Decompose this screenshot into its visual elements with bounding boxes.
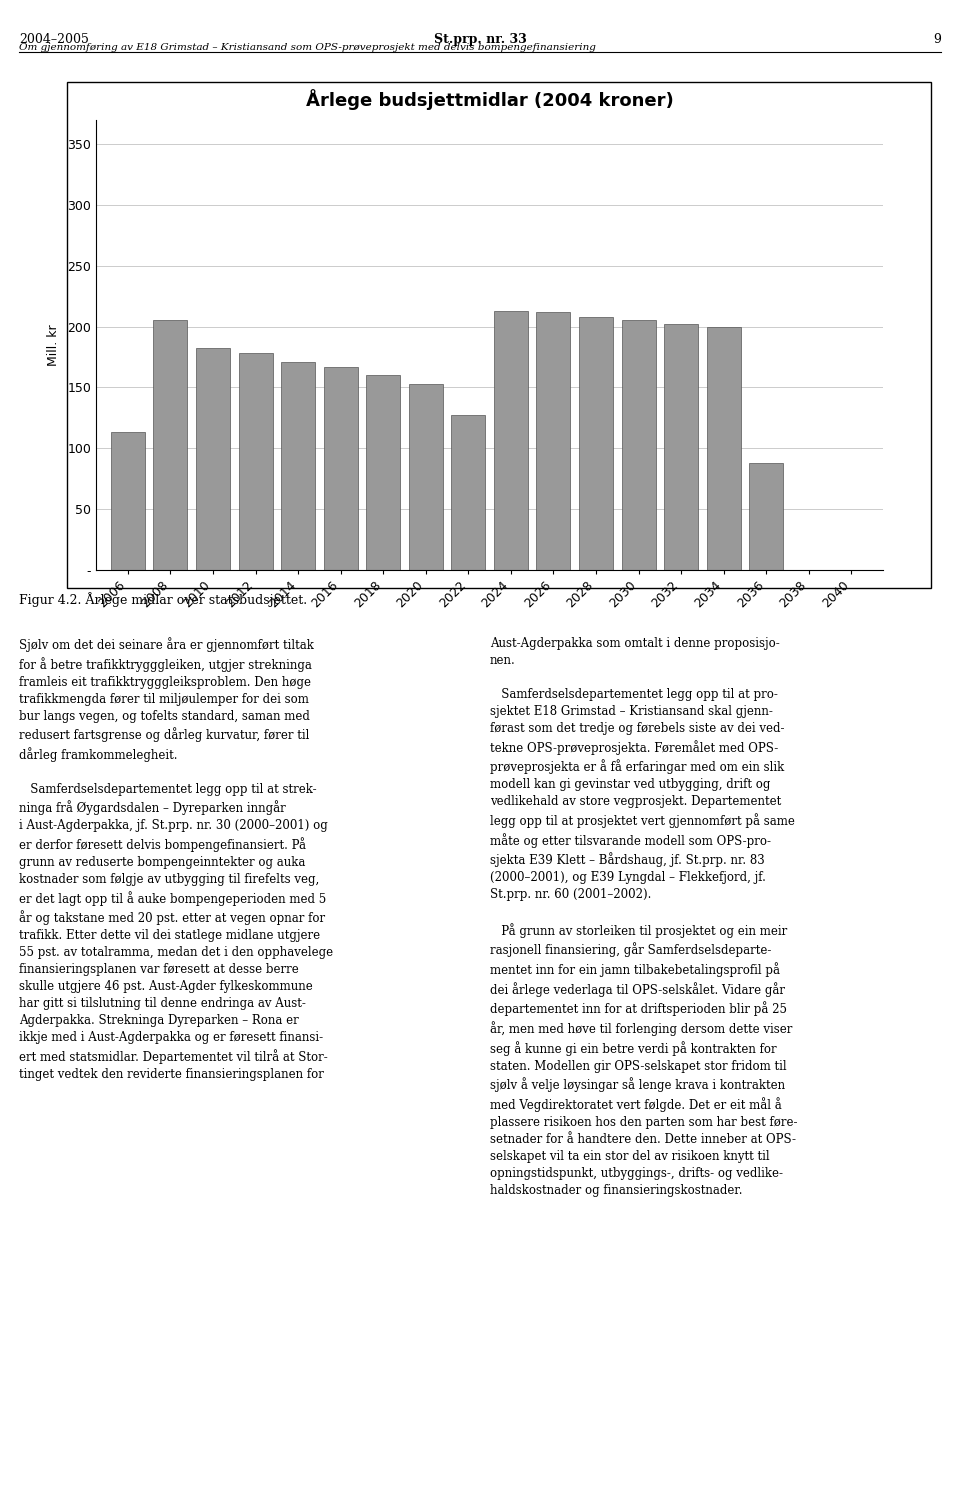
Bar bbox=[366, 375, 400, 570]
Bar bbox=[409, 384, 443, 570]
Title: Årlege budsjettmidlar (2004 kroner): Årlege budsjettmidlar (2004 kroner) bbox=[305, 88, 674, 109]
Bar bbox=[154, 321, 187, 570]
Text: Om gjennomføring av E18 Grimstad – Kristiansand som OPS-prøveprosjekt med delvis: Om gjennomføring av E18 Grimstad – Krist… bbox=[19, 43, 596, 52]
Bar bbox=[451, 415, 486, 570]
Y-axis label: Mill. kr: Mill. kr bbox=[47, 324, 60, 366]
Bar bbox=[579, 316, 613, 570]
Text: Sjølv om det dei seinare åra er gjennomført tiltak
for å betre trafikktrygggleik: Sjølv om det dei seinare åra er gjennomf… bbox=[19, 637, 333, 1081]
Bar bbox=[111, 432, 145, 570]
Text: St.prp. nr. 33: St.prp. nr. 33 bbox=[434, 33, 526, 46]
Bar bbox=[493, 310, 528, 570]
Bar bbox=[664, 324, 698, 570]
Bar bbox=[537, 312, 570, 570]
Bar bbox=[707, 327, 741, 570]
Text: 2004–2005: 2004–2005 bbox=[19, 33, 89, 46]
Bar bbox=[749, 463, 783, 570]
Bar bbox=[196, 348, 230, 570]
Bar bbox=[621, 321, 656, 570]
Text: 9: 9 bbox=[933, 33, 941, 46]
Bar bbox=[324, 367, 358, 570]
Text: Figur 4.2. Årlege midlar over statsbudsjettet.: Figur 4.2. Årlege midlar over statsbudsj… bbox=[19, 592, 307, 607]
Bar bbox=[238, 354, 273, 570]
Text: Aust-Agderpakka som omtalt i denne proposisjo-
nen.

   Samferdselsdepartementet: Aust-Agderpakka som omtalt i denne propo… bbox=[490, 637, 797, 1196]
Bar bbox=[281, 361, 315, 570]
